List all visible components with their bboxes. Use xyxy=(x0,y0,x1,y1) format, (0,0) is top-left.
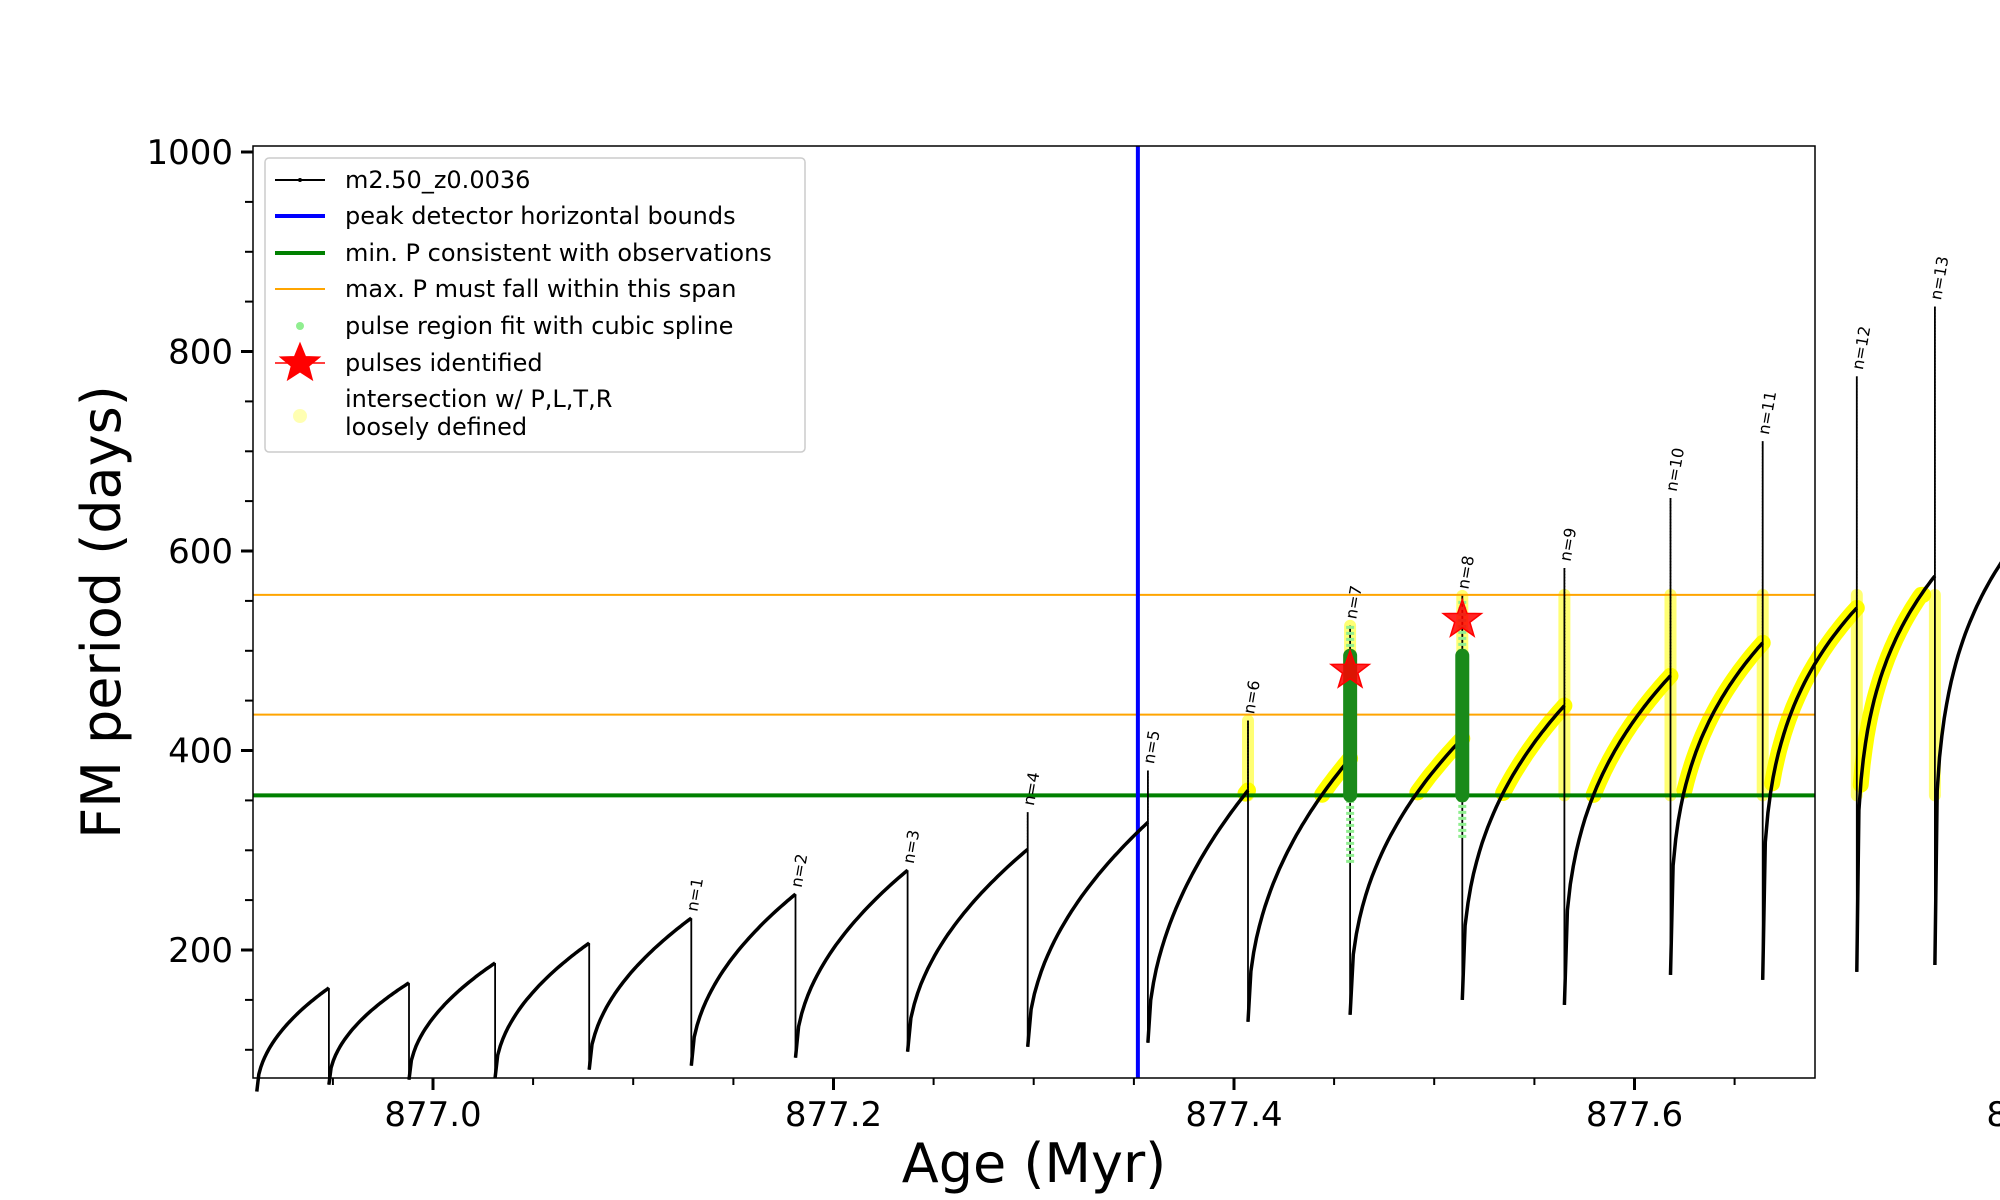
legend-label-minp: min. P consistent with observations xyxy=(345,239,772,267)
track-cycle xyxy=(1562,674,1672,1005)
track-cycle xyxy=(1668,641,1765,975)
axes: 877.0877.2877.4877.6877.8878.0878.2878.4… xyxy=(146,133,2000,1135)
y-tick-label: 1000 xyxy=(146,133,233,173)
legend: m2.50_z0.0036 peak detector horizontal b… xyxy=(264,157,806,453)
x-tick-label: 877.4 xyxy=(1185,1095,1282,1135)
track-cycle xyxy=(793,868,909,1058)
x-tick-label: 877.8 xyxy=(1986,1095,2000,1135)
legend-label-vbounds: peak detector horizontal bounds xyxy=(345,202,736,230)
legend-swatch-pulses xyxy=(278,341,322,382)
track-cycle xyxy=(587,916,693,1070)
legend-swatch-spline xyxy=(296,322,304,330)
legend-label-intersect: intersection w/ P,L,T,R xyxy=(345,385,612,413)
legend-label-maxp: max. P must fall within this span xyxy=(345,275,736,303)
track-cycle xyxy=(493,941,591,1078)
track-cycle xyxy=(1025,821,1150,1047)
track-cycle xyxy=(1460,704,1566,1000)
y-axis-title: FM period (days) xyxy=(70,385,133,839)
x-axis-title: Age (Myr) xyxy=(902,1132,1167,1195)
pulse-markers xyxy=(1328,597,1484,689)
track-cycle xyxy=(689,892,797,1066)
legend-label-intersect-2: loosely defined xyxy=(345,413,527,441)
y-tick-label: 800 xyxy=(168,333,233,373)
track-cycle xyxy=(1348,737,1464,1015)
x-tick-label: 877.2 xyxy=(785,1095,882,1135)
track-cycle xyxy=(407,961,497,1080)
legend-swatch-intersect xyxy=(293,409,307,423)
track-cycle xyxy=(327,981,410,1085)
legend-label-pulses: pulses identified xyxy=(345,349,543,377)
legend-box xyxy=(264,157,806,453)
track-cycle xyxy=(1855,574,1937,972)
y-tick-label: 200 xyxy=(168,931,233,971)
legend-swatch-track-marker xyxy=(298,178,302,182)
pulse-star-marker xyxy=(1328,648,1372,689)
legend-label-spline: pulse region fit with cubic spline xyxy=(345,312,733,340)
track-cycle xyxy=(1933,561,2000,966)
track-cycle xyxy=(255,986,330,1092)
track-cycle xyxy=(905,847,1029,1052)
pulse-star-marker xyxy=(1441,597,1484,638)
track-cycle xyxy=(1146,789,1250,1043)
x-tick-label: 877.0 xyxy=(384,1095,481,1135)
legend-label-track: m2.50_z0.0036 xyxy=(345,166,530,194)
track-cycle xyxy=(1760,606,1859,980)
x-tick-label: 877.6 xyxy=(1586,1095,1683,1135)
y-tick-label: 400 xyxy=(168,732,233,772)
y-tick-label: 600 xyxy=(168,532,233,572)
track-cycle xyxy=(1246,757,1352,1022)
